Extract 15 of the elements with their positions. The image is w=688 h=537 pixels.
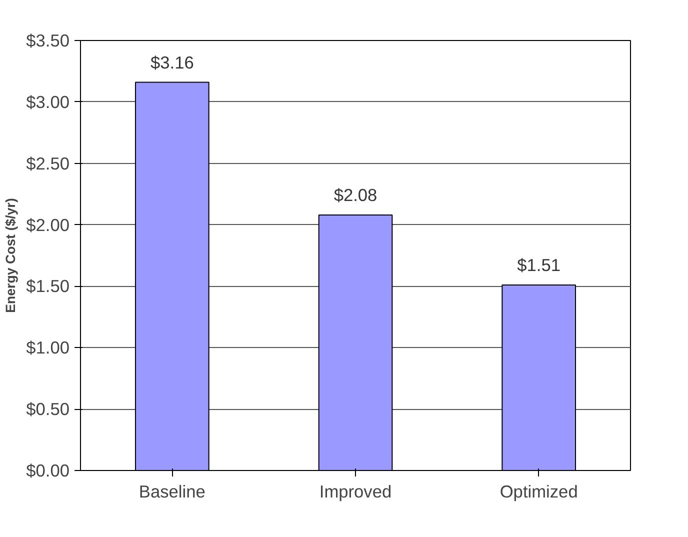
y-tick-label: $0.00 — [26, 460, 70, 480]
y-tick-label: $1.50 — [26, 276, 70, 296]
y-tick-label: $3.50 — [26, 30, 70, 50]
data-label: $3.16 — [150, 52, 194, 72]
y-tick-label: $2.50 — [26, 153, 70, 174]
x-tick-label: Optimized — [500, 482, 578, 502]
x-tick-label: Improved — [319, 482, 392, 502]
x-tick-label: Baseline — [138, 482, 206, 502]
data-label: $2.08 — [334, 184, 378, 205]
y-tick-label: $1.00 — [26, 338, 70, 358]
y-tick-label: $0.50 — [26, 399, 70, 420]
data-label: $1.51 — [517, 254, 561, 275]
y-tick-label: $2.00 — [26, 214, 70, 235]
y-axis-title: Energy Cost ($/yr) — [3, 198, 18, 313]
y-tick-label: $3.00 — [26, 92, 70, 112]
